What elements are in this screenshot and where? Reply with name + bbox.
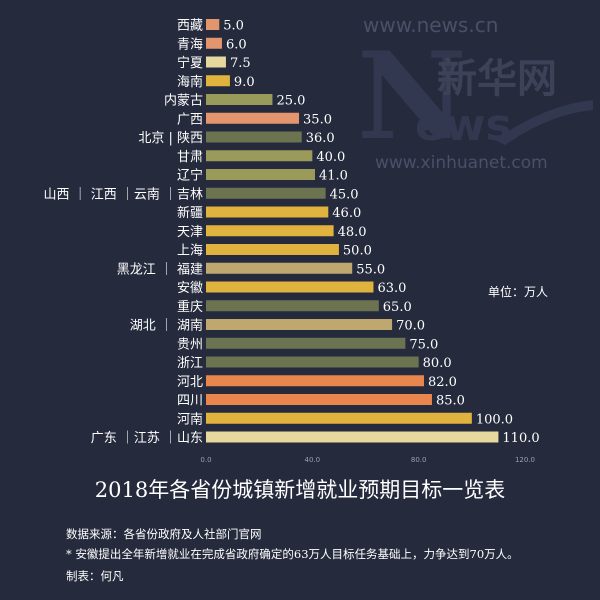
category-label: 北京 | 陕西 <box>138 131 203 146</box>
value-label: 36.0 <box>306 131 335 146</box>
watermark-brand: 新华网 <box>437 56 557 102</box>
bar <box>206 375 424 387</box>
bar <box>206 206 329 218</box>
value-label: 70.0 <box>396 319 425 334</box>
x-tick-label: 120.0 <box>515 456 535 464</box>
value-label: 41.0 <box>319 169 348 184</box>
bar <box>206 337 406 349</box>
category-label: 四川 <box>177 394 203 409</box>
value-label: 48.0 <box>338 225 367 240</box>
category-label: 重庆 <box>177 299 203 315</box>
category-label: 黑龙江 ｜ 福建 <box>117 262 203 277</box>
value-label: 45.0 <box>330 187 359 202</box>
value-label: 9.0 <box>234 75 255 90</box>
category-label: 上海 <box>177 244 203 259</box>
category-label: 海南 <box>177 74 203 90</box>
category-label: 贵州 <box>177 337 203 352</box>
chart-title: 2018年各省份城镇新增就业预期目标一览表 <box>94 478 506 502</box>
category-label: 广西 <box>177 112 203 127</box>
bar <box>206 225 334 237</box>
watermark-url-bottom: www.xinhuanet.com <box>375 153 548 173</box>
value-label: 50.0 <box>343 244 372 259</box>
value-label: 40.0 <box>316 150 345 165</box>
value-label: 75.0 <box>409 337 438 352</box>
x-tick-label: 80.0 <box>411 456 427 464</box>
value-label: 7.5 <box>230 56 251 71</box>
watermark-n-letter: N <box>357 26 467 167</box>
category-label: 广东 ｜江苏 ｜山东 <box>91 430 203 446</box>
xinhua-watermark: www.news.cn N 新华网 ews www.xinhuanet.com <box>357 13 593 173</box>
category-label: 湖北 ｜ 湖南 <box>130 318 203 334</box>
value-label: 82.0 <box>428 375 457 390</box>
value-label: 110.0 <box>502 431 539 446</box>
bar <box>206 94 273 105</box>
footnote-credit: 制表：何凡 <box>66 569 124 583</box>
x-tick-label: 40.0 <box>305 456 321 464</box>
value-label: 35.0 <box>303 112 332 127</box>
value-label: 46.0 <box>332 206 361 221</box>
category-label: 天津 <box>177 225 203 240</box>
bar <box>206 37 222 49</box>
category-label: 甘肃 <box>177 150 203 165</box>
category-label: 安徽 <box>177 281 203 296</box>
bar <box>206 431 499 443</box>
bar <box>206 75 230 87</box>
value-label: 100.0 <box>476 412 513 427</box>
bar <box>206 300 379 312</box>
bar <box>206 187 326 199</box>
value-label: 6.0 <box>226 37 247 52</box>
category-label: 宁夏 <box>177 55 203 71</box>
bar <box>206 150 313 162</box>
bar <box>206 281 374 293</box>
value-label: 63.0 <box>377 281 406 296</box>
x-tick-label: 0.0 <box>200 456 211 464</box>
bar <box>206 169 315 180</box>
category-label: 浙江 <box>177 356 203 371</box>
bar <box>206 412 472 424</box>
value-label: 80.0 <box>423 356 452 371</box>
footnote-note: * 安徽提出全年新增就业在完成省政府确定的63万人目标任务基础上，力争达到70万… <box>66 547 519 561</box>
bar <box>206 56 226 68</box>
bar <box>206 394 432 405</box>
unit-label: 单位：万人 <box>488 285 549 299</box>
watermark-url-top: www.news.cn <box>363 13 498 37</box>
category-label: 青海 <box>177 37 203 52</box>
value-label: 25.0 <box>276 94 305 109</box>
bar <box>206 19 220 30</box>
bar <box>206 262 353 274</box>
value-label: 65.0 <box>383 300 412 315</box>
category-label: 新疆 <box>177 205 203 221</box>
bar <box>206 112 300 124</box>
value-label: 85.0 <box>436 394 465 409</box>
category-label: 河北 <box>177 375 203 390</box>
category-label: 辽宁 <box>177 168 203 184</box>
category-label: 内蒙古 <box>164 93 203 109</box>
bar <box>206 319 393 330</box>
bar <box>206 244 339 255</box>
footnote-source: 数据来源：各省份政府及人社部门官网 <box>66 527 262 541</box>
bar-chart: 西藏 5.0 青海 6.0 宁夏 7.5 海南 9.0 内蒙古 25.0 广西 35.0 北京 | 陕西… <box>43 19 539 465</box>
value-label: 55.0 <box>356 262 385 277</box>
bar <box>206 356 419 368</box>
category-label: 河南 <box>177 411 203 427</box>
category-label: 西藏 <box>177 19 203 34</box>
watermark-swoosh <box>495 100 593 145</box>
watermark-ews-letters: ews <box>415 100 512 151</box>
bar <box>206 131 302 143</box>
category-label: 山西 ｜ 江西 ｜云南 ｜吉林 <box>43 186 203 202</box>
value-label: 5.0 <box>223 19 244 34</box>
